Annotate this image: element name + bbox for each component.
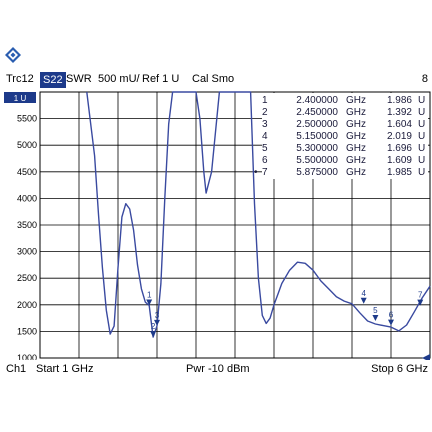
marker-5-label: 5 — [373, 306, 378, 315]
marker-1-label: 1 — [147, 291, 152, 300]
stop-frequency[interactable]: Stop 6 GHz — [371, 363, 428, 375]
marker-frequency-unit: GHz — [346, 155, 366, 166]
marker-value: 1.392 — [387, 107, 412, 118]
start-frequency[interactable]: Start 1 GHz — [36, 363, 94, 375]
marker-id: 5 — [262, 143, 268, 154]
y-tick-label: 4500 — [17, 167, 37, 177]
marker-table-background — [262, 93, 428, 179]
marker-frequency-unit: GHz — [346, 143, 366, 154]
marker-frequency-unit: GHz — [346, 119, 366, 130]
marker-3-label: 3 — [155, 311, 160, 320]
reference-label[interactable]: Ref 1 U — [142, 73, 180, 85]
marker-5-icon — [372, 314, 379, 321]
y-tick-label: 1000 — [17, 353, 37, 360]
marker-value-unit: U — [418, 95, 425, 106]
marker-frequency-unit: GHz — [346, 107, 366, 118]
marker-frequency-unit: GHz — [346, 95, 366, 106]
marker-7-icon — [417, 299, 424, 306]
marker-value: 1.604 — [387, 119, 412, 130]
marker-id: 7 — [262, 167, 268, 178]
marker-frequency-unit: GHz — [346, 167, 366, 178]
y-tick-label: 3500 — [17, 220, 37, 230]
marker-value-unit: U — [418, 167, 425, 178]
format-label[interactable]: SWR — [66, 73, 92, 85]
marker-value-unit: U — [418, 143, 425, 154]
marker-frequency: 5.875000 — [296, 167, 338, 178]
marker-2-icon — [150, 331, 157, 338]
swr-chart[interactable]: 5500 5000 4500 4000 3500 3000 2500 2000 1500 1000… — [0, 88, 432, 360]
marker-id: 1 — [262, 95, 268, 106]
s-parameter-label[interactable]: S22 — [40, 72, 66, 88]
marker-2-label: 2 — [151, 322, 156, 331]
marker-frequency: 2.400000 — [296, 95, 338, 106]
marker-4-icon — [360, 297, 367, 304]
marker-frequency-unit: GHz — [346, 131, 366, 142]
marker-4-label: 4 — [361, 289, 366, 298]
marker-6-icon — [388, 319, 394, 326]
marker-value-unit: U — [418, 155, 425, 166]
reference-box-label: 1 U — [14, 94, 27, 103]
y-tick-label: 2000 — [17, 300, 37, 310]
marker-id: 4 — [262, 131, 268, 142]
marker-id: 6 — [262, 155, 268, 166]
power-level[interactable]: Pwr -10 dBm — [186, 363, 250, 375]
marker-id: 2 — [262, 107, 268, 118]
marker-table: 1 2.400000 GHz 1.986 U 2 2.450000 GHz 1.392 U 3 2.5… — [254, 93, 428, 179]
trace-name[interactable]: Trc12 — [6, 73, 34, 85]
y-tick-label: 4000 — [17, 193, 37, 203]
calibration-label: Cal Smo — [192, 73, 235, 85]
marker-frequency: 5.150000 — [296, 131, 338, 142]
reference-arrow-icon — [422, 354, 430, 360]
marker-1-icon — [146, 299, 153, 306]
marker-frequency: 2.450000 — [296, 107, 338, 118]
y-tick-label: 5500 — [17, 114, 37, 124]
marker-frequency: 5.500000 — [296, 155, 338, 166]
y-tick-label: 5000 — [17, 140, 37, 150]
marker-value: 2.019 — [387, 131, 412, 142]
rohde-schwarz-logo-icon — [5, 47, 21, 63]
marker-7-label: 7 — [418, 291, 423, 300]
y-tick-label: 3000 — [17, 247, 37, 257]
marker-value: 1.609 — [387, 155, 412, 166]
marker-id: 3 — [262, 119, 268, 130]
scale-label[interactable]: 500 mU/ — [98, 73, 140, 85]
reference-level-arrow — [422, 354, 430, 360]
swr-trace-line — [86, 91, 431, 338]
marker-value: 1.986 — [387, 95, 412, 106]
y-tick-label: 1500 — [17, 326, 37, 336]
y-axis-ticks: 5500 5000 4500 4000 3500 3000 2500 2000 1500 1000 — [17, 114, 37, 360]
channel-label[interactable]: Ch1 — [6, 363, 27, 375]
marker-value: 1.985 — [387, 167, 412, 178]
channel-number: 8 — [421, 73, 428, 85]
marker-symbols: 1 2 3 45 6 7 — [146, 289, 424, 338]
marker-value-unit: U — [418, 119, 425, 130]
marker-value-unit: U — [418, 107, 425, 118]
marker-value-unit: U — [418, 131, 425, 142]
marker-6-label: 6 — [389, 311, 394, 320]
marker-frequency: 2.500000 — [296, 119, 338, 130]
trace-layer — [86, 91, 431, 338]
active-marker-indicator: • — [254, 167, 258, 178]
reference-box — [4, 92, 36, 103]
marker-value: 1.696 — [387, 143, 412, 154]
marker-frequency: 5.300000 — [296, 143, 338, 154]
marker-3-icon — [154, 319, 160, 326]
y-tick-label: 2500 — [17, 273, 37, 283]
